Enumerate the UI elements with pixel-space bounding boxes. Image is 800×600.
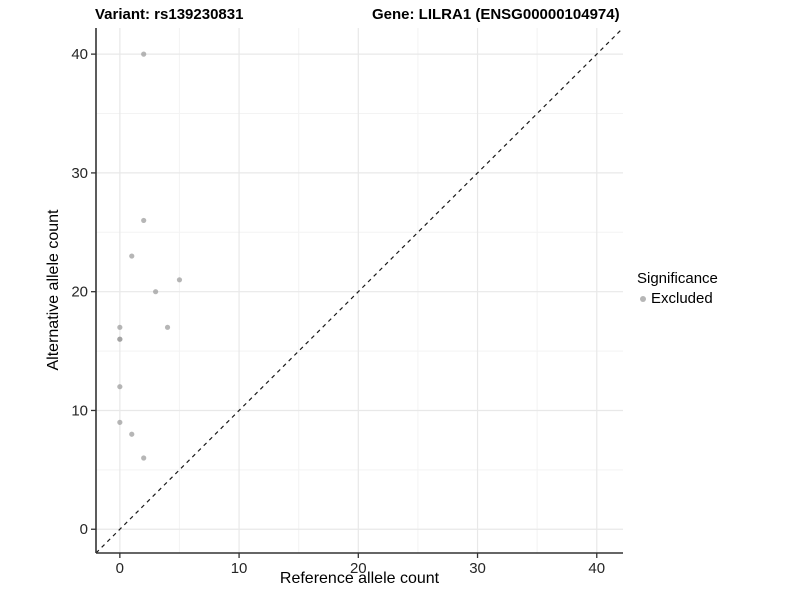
data-point	[141, 51, 147, 57]
legend: Significance Excluded	[637, 270, 718, 307]
identity-line	[95, 27, 624, 554]
data-point	[141, 455, 147, 461]
x-tick-label: 20	[350, 560, 367, 577]
y-axis-title: Alternative allele count	[45, 209, 62, 371]
plot-title-gene: Gene: LILRA1 (ENSG00000104974)	[372, 6, 620, 23]
y-tick-label: 10	[71, 402, 88, 419]
x-tick-label: 0	[116, 560, 124, 577]
y-tick-label: 30	[71, 165, 88, 182]
data-point	[129, 431, 135, 437]
data-point	[129, 253, 135, 259]
legend-title: Significance	[637, 270, 718, 287]
data-point	[117, 324, 123, 330]
legend-item-excluded: Excluded	[637, 290, 718, 307]
data-point	[153, 289, 159, 295]
x-tick-label: 40	[588, 560, 605, 577]
data-point	[117, 336, 123, 342]
legend-item-label: Excluded	[651, 290, 713, 307]
data-point	[176, 277, 183, 283]
y-tick-label: 20	[71, 284, 88, 301]
plot-title-variant: Variant: rs139230831	[95, 6, 244, 23]
y-tick-label: 40	[71, 46, 88, 63]
legend-key-dot-icon	[640, 295, 646, 302]
data-point	[141, 217, 147, 224]
data-point	[164, 324, 171, 330]
data-point	[117, 384, 123, 390]
x-axis-title: Reference allele count	[279, 570, 440, 587]
x-tick-label: 30	[469, 560, 486, 577]
data-point	[117, 419, 123, 425]
y-tick-label: 0	[80, 521, 88, 538]
x-tick-label: 10	[231, 560, 248, 577]
